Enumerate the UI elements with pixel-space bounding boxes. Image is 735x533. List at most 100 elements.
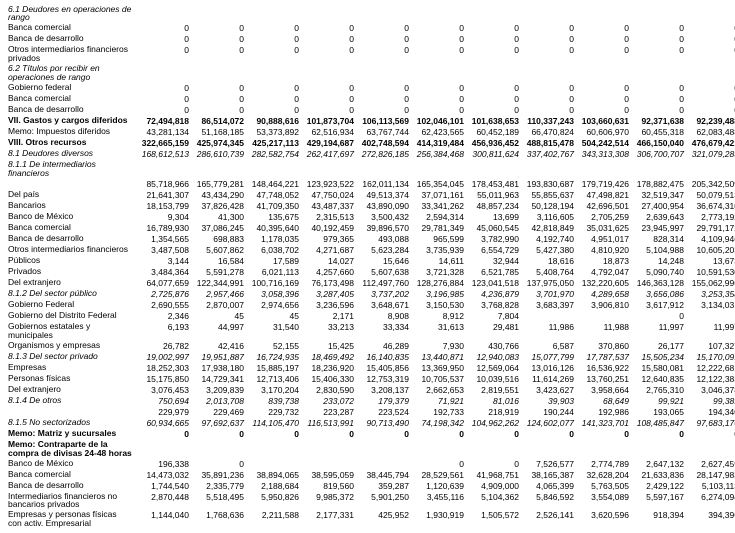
cell-value: 0 (411, 83, 466, 94)
cell-value: 179,719,426 (576, 178, 631, 189)
cell-value: 74,198,342 (411, 417, 466, 428)
cell-value: 3,058,396 (246, 288, 301, 299)
cell-value: 3,144 (136, 255, 191, 266)
row-label: Del extranjero (6, 384, 136, 395)
cell-value: 43,434,290 (191, 189, 246, 200)
cell-value: 0 (631, 94, 686, 105)
row-label: Memo: Matriz y sucursales (6, 428, 136, 439)
cell-value: 5,427,380 (521, 244, 576, 255)
cell-value: 0 (136, 94, 191, 105)
cell-value (136, 439, 191, 458)
cell-value: 430,766 (466, 340, 521, 351)
cell-value: 229,979 (136, 406, 191, 417)
cell-value: 3,656,086 (631, 288, 686, 299)
cell-value: 828,314 (631, 233, 686, 244)
row-label (6, 406, 136, 417)
table-row: Banca de desarrollo1,744,5402,335,7792,1… (6, 480, 735, 491)
cell-value (136, 4, 191, 23)
row-label: Gobiernos estatales y municipales (6, 321, 136, 340)
cell-value: 49,513,374 (356, 189, 411, 200)
table-row: Banca comercial00000000000 (6, 23, 735, 34)
cell-value (246, 458, 301, 469)
cell-value: 3,768,828 (466, 299, 521, 310)
cell-value: 3,735,939 (411, 244, 466, 255)
table-row: VIII. Otros recursos322,665,159425,974,3… (6, 138, 735, 149)
cell-value (246, 64, 301, 83)
cell-value: 0 (356, 23, 411, 34)
cell-value: 53,373,892 (246, 127, 301, 138)
table-row: Del extranjero64,077,659122,344,991100,7… (6, 277, 735, 288)
cell-value: 0 (356, 83, 411, 94)
cell-value: 81,016 (466, 395, 521, 406)
cell-value: 8,908 (356, 310, 411, 321)
table-row: Banca de desarrollo1,354,565698,8831,178… (6, 233, 735, 244)
cell-value: 62,423,565 (411, 127, 466, 138)
cell-value: 29,481 (466, 321, 521, 340)
cell-value: 62,516,934 (301, 127, 356, 138)
cell-value: 0 (246, 23, 301, 34)
cell-value: 44,997 (191, 321, 246, 340)
cell-value: 13,369,950 (411, 362, 466, 373)
cell-value: 7,804 (466, 310, 521, 321)
row-label: Personas físicas (6, 373, 136, 384)
cell-value: 18,236,920 (301, 362, 356, 373)
cell-value: 0 (631, 428, 686, 439)
table-row: Otros intermediarios financieros privado… (6, 45, 735, 64)
cell-value: 0 (631, 23, 686, 34)
cell-value: 0 (246, 34, 301, 45)
cell-value: 3,076,453 (136, 384, 191, 395)
cell-value: 2,171 (301, 310, 356, 321)
cell-value (576, 310, 631, 321)
cell-value: 18,252,303 (136, 362, 191, 373)
cell-value: 13,673 (686, 255, 735, 266)
table-row: Del país21,641,30743,434,29047,748,05247… (6, 189, 735, 200)
cell-value: 10,605,203 (686, 244, 735, 255)
cell-value (576, 64, 631, 83)
cell-value: 0 (136, 105, 191, 116)
cell-value: 32,628,204 (576, 469, 631, 480)
cell-value: 0 (246, 105, 301, 116)
cell-value: 5,597,167 (631, 491, 686, 510)
cell-value: 0 (631, 83, 686, 94)
row-label: 8.1.4 De otros (6, 395, 136, 406)
cell-value: 3,209,839 (191, 384, 246, 395)
row-label: Banca comercial (6, 23, 136, 34)
cell-value: 4,192,740 (521, 233, 576, 244)
cell-value: 3,683,397 (521, 299, 576, 310)
row-label: Banca de desarrollo (6, 34, 136, 45)
table-row: Banco de México9,30441,300135,6752,315,5… (6, 211, 735, 222)
cell-value: 99,921 (631, 395, 686, 406)
row-label: Banca de desarrollo (6, 105, 136, 116)
cell-value (576, 160, 631, 179)
cell-value: 11,997 (686, 321, 735, 340)
cell-value: 71,921 (411, 395, 466, 406)
cell-value: 27,400,954 (631, 200, 686, 211)
cell-value: 394,396 (686, 510, 735, 529)
table-row: Otros intermediarios financieros3,487,50… (6, 244, 735, 255)
cell-value: 282,582,754 (246, 149, 301, 160)
row-label: 8.1.1 De intermediarios financieros (6, 160, 136, 179)
cell-value: 3,116,605 (521, 211, 576, 222)
cell-value: 223,287 (301, 406, 356, 417)
cell-value: 2,705,259 (576, 211, 631, 222)
cell-value: 12,222,681 (686, 362, 735, 373)
cell-value: 2,690,555 (136, 299, 191, 310)
cell-value: 15,646 (356, 255, 411, 266)
cell-value: 321,079,283 (686, 149, 735, 160)
row-label: Memo: Contraparte de la compra de divisa… (6, 439, 136, 458)
cell-value (191, 439, 246, 458)
cell-value: 0 (521, 105, 576, 116)
cell-value: 0 (466, 94, 521, 105)
cell-value: 3,253,358 (686, 288, 735, 299)
cell-value: 50,079,513 (686, 189, 735, 200)
cell-value (631, 439, 686, 458)
cell-value (686, 64, 735, 83)
row-label: Bancarios (6, 200, 136, 211)
cell-value (411, 64, 466, 83)
cell-value: 38,595,059 (301, 469, 356, 480)
cell-value: 0 (576, 105, 631, 116)
row-label: Del país (6, 189, 136, 200)
cell-value: 2,526,141 (521, 510, 576, 529)
cell-value: 1,930,919 (411, 510, 466, 529)
cell-value: 6,587 (521, 340, 576, 351)
